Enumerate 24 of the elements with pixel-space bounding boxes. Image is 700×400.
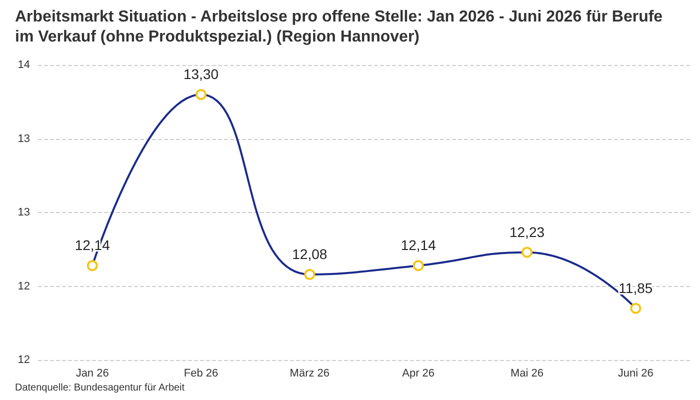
point xyxy=(630,302,642,314)
y-tick-label: 13 xyxy=(18,132,30,145)
x-tick-label: Apr 26 xyxy=(402,368,435,380)
point xyxy=(522,246,532,258)
y-tick-label: 12 xyxy=(18,354,30,366)
x-tick-label: Feb 26 xyxy=(184,368,218,380)
point xyxy=(86,260,98,272)
text: Datenquelle: Bundesagentur für Arbeit xyxy=(15,382,185,394)
x-tick-label: Jan 26 xyxy=(76,368,109,380)
x-tick-label: Juni 26 xyxy=(618,368,654,380)
x-tick-label: Mai 26 xyxy=(510,368,544,380)
data-label: 12,23 xyxy=(509,224,545,240)
data-label: 11,85 xyxy=(618,280,653,296)
point xyxy=(412,260,424,272)
y-tick-label: 12 xyxy=(18,280,30,292)
x-tick-label: März 26 xyxy=(290,368,330,380)
y-tick-label: 13 xyxy=(18,206,30,218)
data-label: 13,30 xyxy=(183,66,219,82)
chart-title: Arbeitsmarkt Situation - Arbeitslose pro offene Stelle: Jan 2026 - Juni 2026 für Berufe im Verkauf (ohne Produktspezial.) (Region Hannover) xyxy=(15,8,668,46)
y-tick-label: 14 xyxy=(18,59,30,71)
data-label: 12,14 xyxy=(400,237,436,254)
point xyxy=(196,89,206,100)
data-label: 12,08 xyxy=(292,246,328,262)
point xyxy=(304,268,316,280)
